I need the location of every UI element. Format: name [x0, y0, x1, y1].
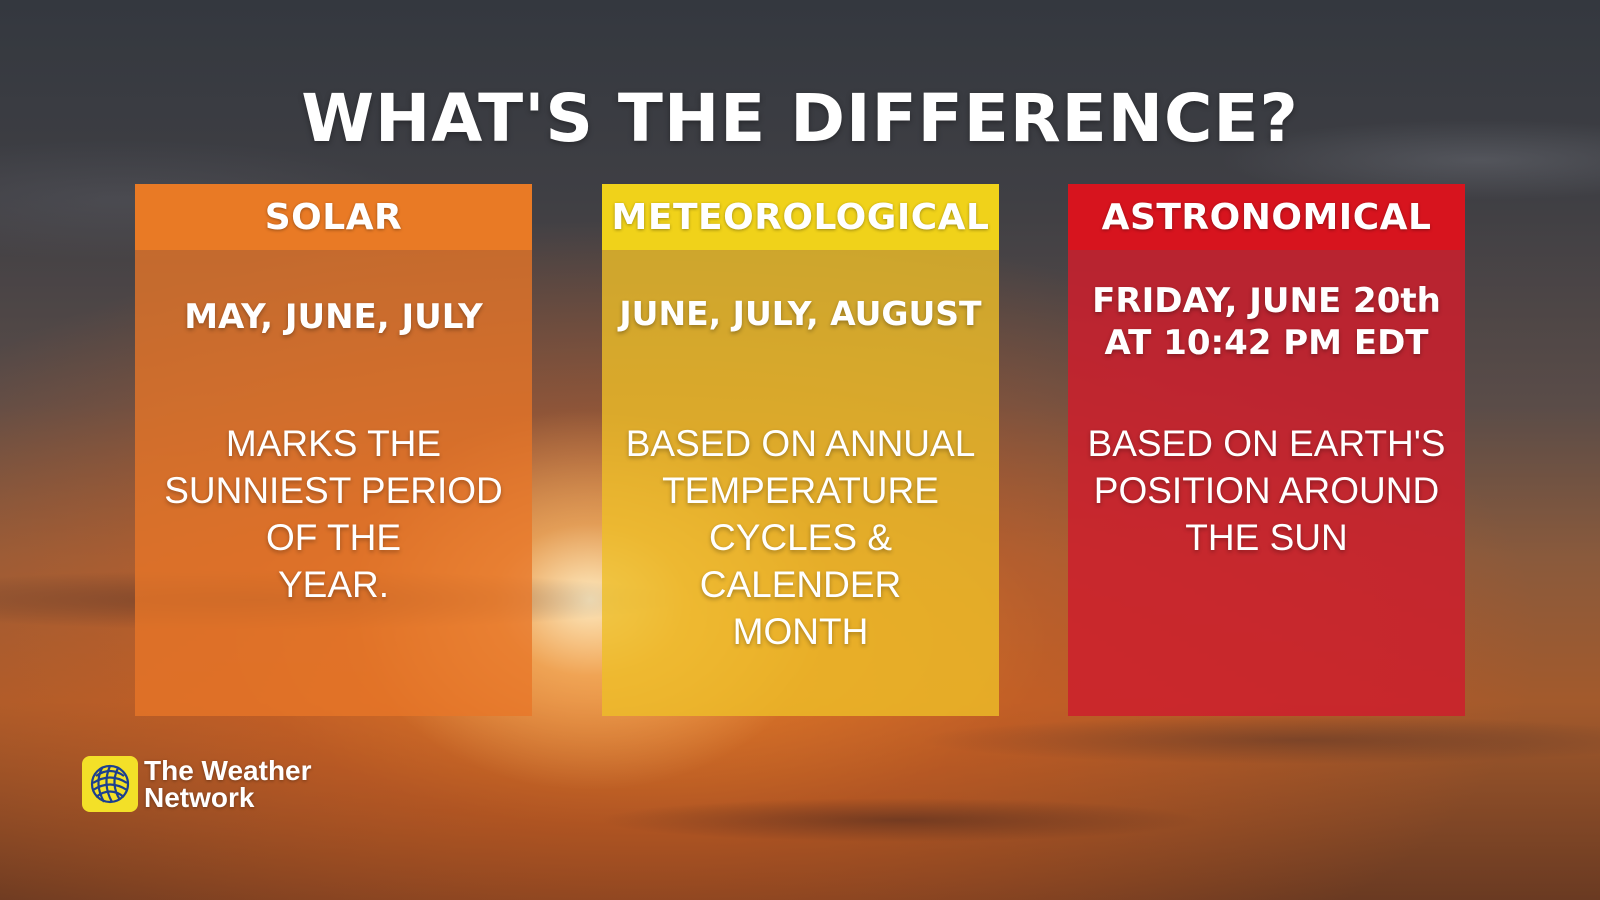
- card-header-astronomical: ASTRONOMICAL: [1068, 184, 1465, 250]
- weather-network-globe-icon: [82, 756, 138, 812]
- the-weather-network-logo: The Weather Network: [82, 756, 312, 812]
- card-header-meteorological: METEOROLOGICAL: [602, 184, 999, 250]
- logo-line1: The Weather: [144, 755, 312, 786]
- card-body-meteorological: JUNE, JULY, AUGUST BASED ON ANNUAL TEMPE…: [602, 250, 999, 716]
- logo-line2: Network: [144, 782, 255, 813]
- card-date-line2: AT 10:42 PM EDT: [1104, 323, 1429, 363]
- card-astronomical: ASTRONOMICAL FRIDAY, JUNE 20th AT 10:42 …: [1068, 184, 1465, 716]
- card-body-astronomical: FRIDAY, JUNE 20th AT 10:42 PM EDT BASED …: [1068, 250, 1465, 716]
- card-description-astronomical: BASED ON EARTH'S POSITION AROUND THE SUN: [1087, 423, 1446, 558]
- card-date-solar: MAY, JUNE, JULY: [184, 297, 483, 337]
- card-header-solar: SOLAR: [135, 184, 532, 250]
- logo-wordmark: The Weather Network: [144, 755, 312, 813]
- page-title: WHAT'S THE DIFFERENCE?: [301, 80, 1299, 157]
- card-description-meteorological: BASED ON ANNUAL TEMPERATURE CYCLES & CAL…: [625, 423, 976, 652]
- card-description-solar: MARKS THE SUNNIEST PERIOD OF THE YEAR.: [164, 423, 503, 605]
- card-date-astronomical: FRIDAY, JUNE 20th AT 10:42 PM EDT: [1068, 280, 1465, 364]
- card-meteorological: METEOROLOGICAL JUNE, JULY, AUGUST BASED …: [602, 184, 999, 716]
- card-body-solar: MAY, JUNE, JULY MARKS THE SUNNIEST PERIO…: [135, 250, 532, 716]
- card-date-line1: FRIDAY, JUNE 20th: [1092, 281, 1441, 321]
- card-solar: SOLAR MAY, JUNE, JULY MARKS THE SUNNIEST…: [135, 184, 532, 716]
- card-date-meteorological: JUNE, JULY, AUGUST: [619, 294, 982, 333]
